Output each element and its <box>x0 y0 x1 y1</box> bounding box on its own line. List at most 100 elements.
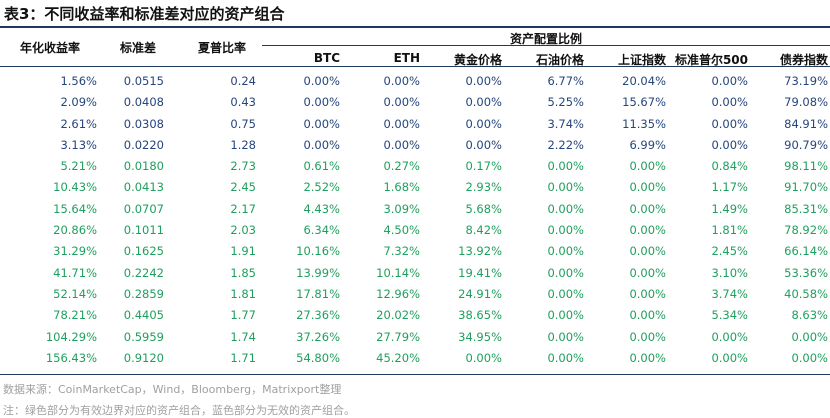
cell-gold: 24.91% <box>458 286 502 301</box>
cell-std: 0.0180 <box>123 159 164 174</box>
cell-std: 0.4405 <box>123 308 164 323</box>
table-row: 3.13% 0.0220 1.28 0.00% 0.00% 0.00% 2.22% 6.99%… <box>0 135 830 156</box>
cell-sharpe: 0.43 <box>230 95 256 110</box>
cell-sharpe: 1.28 <box>230 137 256 152</box>
cell-oil: 0.00% <box>547 244 584 259</box>
cell-sse: 0.00% <box>629 201 666 216</box>
cell-gold: 0.00% <box>465 95 502 110</box>
header-sharpe: 夏普比率 <box>197 41 246 55</box>
cell-sp500: 3.10% <box>711 265 748 280</box>
cell-eth: 0.00% <box>383 116 420 131</box>
cell-bond: 66.14% <box>784 244 828 259</box>
cell-std: 0.0515 <box>123 74 164 88</box>
cell-eth: 7.32% <box>383 244 420 259</box>
cell-btc: 2.52% <box>303 180 340 195</box>
cell-std: 0.0707 <box>123 201 164 216</box>
cell-bond: 85.31% <box>784 201 828 216</box>
cell-sp500: 3.74% <box>711 286 748 301</box>
table-body: 1.56% 0.0515 0.24 0.00% 0.00% 0.00% 6.77% 20.04… <box>0 71 830 369</box>
cell-return: 52.14% <box>53 286 97 301</box>
cell-eth: 12.96% <box>376 286 420 301</box>
cell-eth: 0.27% <box>383 159 420 174</box>
cell-btc: 13.99% <box>296 265 340 280</box>
cell-oil: 0.00% <box>547 159 584 174</box>
cell-oil: 0.00% <box>547 265 584 280</box>
cell-sp500: 0.00% <box>711 116 748 131</box>
cell-gold: 0.17% <box>465 159 502 174</box>
cell-sharpe: 0.24 <box>230 74 256 88</box>
cell-sp500: 1.81% <box>711 223 748 238</box>
cell-return: 5.21% <box>60 159 97 174</box>
cell-return: 2.61% <box>60 116 97 131</box>
cell-btc: 0.00% <box>303 74 340 88</box>
cell-gold: 13.92% <box>458 244 502 259</box>
cell-gold: 19.41% <box>458 265 502 280</box>
cell-bond: 73.19% <box>784 74 828 88</box>
table-row: 104.29% 0.5959 1.74 37.26% 27.79% 34.95% 0.00%… <box>0 327 830 348</box>
cell-oil: 6.77% <box>547 74 584 88</box>
table-title: 表3：不同收益率和标准差对应的资产组合 <box>4 5 285 23</box>
cell-bond: 53.36% <box>784 265 828 280</box>
cell-oil: 0.00% <box>547 329 584 344</box>
table-row: 1.56% 0.0515 0.24 0.00% 0.00% 0.00% 6.77% 20.04… <box>0 71 830 92</box>
cell-btc: 27.36% <box>296 308 340 323</box>
cell-gold: 0.00% <box>465 350 502 365</box>
cell-std: 0.0220 <box>123 137 164 152</box>
cell-sharpe: 2.17 <box>230 201 256 216</box>
cell-return: 104.29% <box>45 329 97 344</box>
table-row: 20.86% 0.1011 2.03 6.34% 4.50% 8.42% 0.00% 0.00… <box>0 220 830 241</box>
cell-sp500: 0.84% <box>711 159 748 174</box>
cell-sp500: 1.49% <box>711 201 748 216</box>
header-btc: BTC <box>313 51 340 65</box>
cell-std: 0.5959 <box>123 329 164 344</box>
cell-return: 15.64% <box>53 201 97 216</box>
header-std: 标准差 <box>119 41 156 55</box>
cell-oil: 2.22% <box>547 137 584 152</box>
cell-sp500: 0.00% <box>711 95 748 110</box>
cell-std: 0.0308 <box>123 116 164 131</box>
cell-sse: 0.00% <box>629 308 666 323</box>
cell-sp500: 0.00% <box>711 350 748 365</box>
table-row: 41.71% 0.2242 1.85 13.99% 10.14% 19.41% 0.00% 0… <box>0 263 830 284</box>
cell-eth: 0.00% <box>383 74 420 88</box>
cell-sharpe: 0.75 <box>230 116 256 131</box>
cell-gold: 0.00% <box>465 116 502 131</box>
cell-sharpe: 1.74 <box>230 329 256 344</box>
cell-return: 78.21% <box>53 308 97 323</box>
cell-btc: 17.81% <box>296 286 340 301</box>
table-row: 2.09% 0.0408 0.43 0.00% 0.00% 0.00% 5.25% 15.67… <box>0 92 830 113</box>
cell-return: 10.43% <box>53 180 97 195</box>
cell-std: 0.0413 <box>123 180 164 195</box>
cell-return: 31.29% <box>53 244 97 259</box>
cell-return: 2.09% <box>60 95 97 110</box>
footnote: 注：绿色部分为有效边界对应的资产组合，蓝色部分为无效的资产组合。 <box>3 404 355 417</box>
header-gold: 黄金价格 <box>453 53 502 67</box>
header-allocation-group: 资产配置比例 <box>509 32 582 46</box>
cell-sp500: 0.00% <box>711 74 748 88</box>
cell-sse: 0.00% <box>629 244 666 259</box>
cell-btc: 4.43% <box>303 201 340 216</box>
cell-bond: 79.08% <box>784 95 828 110</box>
cell-sharpe: 2.73 <box>230 159 256 174</box>
cell-bond: 0.00% <box>791 350 828 365</box>
cell-btc: 6.34% <box>303 223 340 238</box>
group-rule <box>262 45 830 46</box>
cell-bond: 90.79% <box>784 137 828 152</box>
cell-sp500: 5.34% <box>711 308 748 323</box>
cell-std: 0.1011 <box>123 223 164 238</box>
cell-sse: 0.00% <box>629 180 666 195</box>
cell-btc: 54.80% <box>296 350 340 365</box>
source-note: 数据来源：CoinMarketCap，Wind，Bloomberg，Matrix… <box>3 383 342 396</box>
cell-btc: 0.61% <box>303 159 340 174</box>
cell-sharpe: 1.71 <box>230 350 256 365</box>
cell-sharpe: 1.77 <box>230 308 256 323</box>
cell-oil: 0.00% <box>547 180 584 195</box>
cell-std: 0.2242 <box>123 265 164 280</box>
cell-gold: 38.65% <box>458 308 502 323</box>
cell-oil: 0.00% <box>547 350 584 365</box>
cell-eth: 27.79% <box>376 329 420 344</box>
table-row: 52.14% 0.2859 1.81 17.81% 12.96% 24.91% 0.00% 0… <box>0 284 830 305</box>
header-bond: 债券指数 <box>779 53 828 67</box>
cell-sp500: 2.45% <box>711 244 748 259</box>
cell-sse: 0.00% <box>629 329 666 344</box>
